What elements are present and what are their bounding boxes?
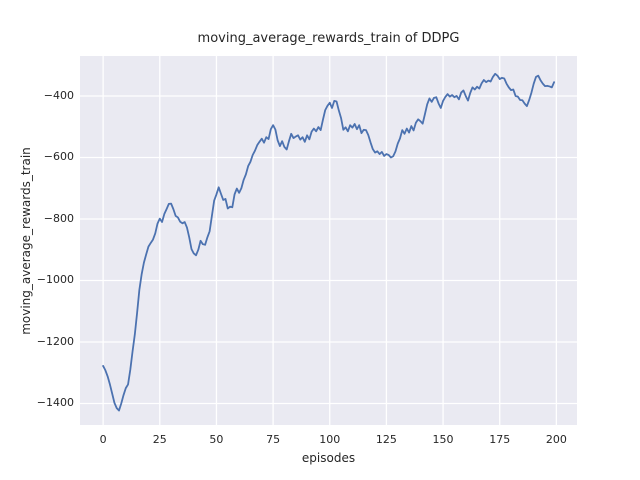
y-tick-label: −1400 <box>36 396 74 410</box>
x-tick-label: 175 <box>489 433 511 446</box>
x-tick-label: 0 <box>99 433 107 446</box>
x-tick-label: 75 <box>266 433 281 446</box>
y-tick-label: −800 <box>43 211 74 225</box>
x-tick-label: 125 <box>375 433 397 446</box>
x-tick-label: 25 <box>152 433 167 446</box>
y-tick-label: −600 <box>43 150 74 164</box>
x-axis-label: episodes <box>301 451 356 465</box>
x-tick-label: 200 <box>545 433 567 446</box>
y-tick-label: −1200 <box>36 334 74 348</box>
plot-background <box>80 56 577 425</box>
x-tick-label: 100 <box>319 433 341 446</box>
y-axis-label: moving_average_rewards_train <box>19 147 33 335</box>
x-tick-label: 150 <box>432 433 454 446</box>
y-tick-label: −1000 <box>36 273 74 287</box>
chart-title: moving_average_rewards_train of DDPG <box>197 31 460 46</box>
data-line-series <box>102 72 556 412</box>
x-tick-label: 50 <box>209 433 224 446</box>
y-tick-label: −400 <box>43 88 74 102</box>
